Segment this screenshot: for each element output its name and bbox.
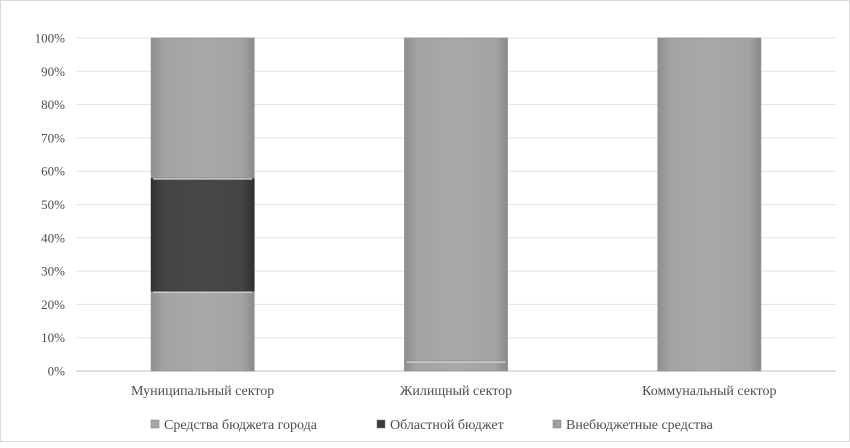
legend-label: Областной бюджет: [390, 418, 504, 433]
y-tick-label: 100%: [35, 31, 66, 46]
y-tick-label: 70%: [41, 130, 65, 145]
legend: Средства бюджета города Областной бюджет В…: [150, 418, 714, 433]
y-tick-label: 90%: [41, 64, 65, 79]
x-axis: Муниципальный сектор Жилищный сектор Комму…: [131, 384, 776, 399]
legend-label: Внебюджетные средства: [566, 418, 714, 433]
x-category-label: Коммунальный сектор: [642, 384, 776, 399]
y-tick-label: 60%: [41, 164, 65, 179]
y-tick-label: 0%: [48, 364, 66, 379]
y-tick-label: 10%: [41, 330, 65, 345]
y-tick-label: 20%: [41, 297, 65, 312]
x-category-label: Муниципальный сектор: [131, 384, 274, 399]
x-category-label: Жилищный сектор: [400, 384, 512, 399]
bar-segment: [150, 290, 255, 372]
bar-segment: [150, 177, 255, 292]
legend-swatch: [376, 419, 386, 429]
y-tick-label: 30%: [41, 264, 65, 279]
legend-swatch: [552, 419, 562, 429]
legend-label: Средства бюджета города: [164, 418, 318, 433]
y-tick-label: 80%: [41, 97, 65, 112]
legend-swatch: [150, 419, 160, 429]
y-tick-label: 50%: [41, 197, 65, 212]
bar-segment: [150, 37, 255, 179]
bars: [150, 37, 762, 372]
y-tick-label: 40%: [41, 230, 65, 245]
bar-segment: [404, 37, 508, 362]
bar-segment: [657, 37, 762, 372]
y-axis: 0% 10% 20% 30% 40% 50% 60% 70% 80% 90% 100%: [35, 31, 66, 379]
